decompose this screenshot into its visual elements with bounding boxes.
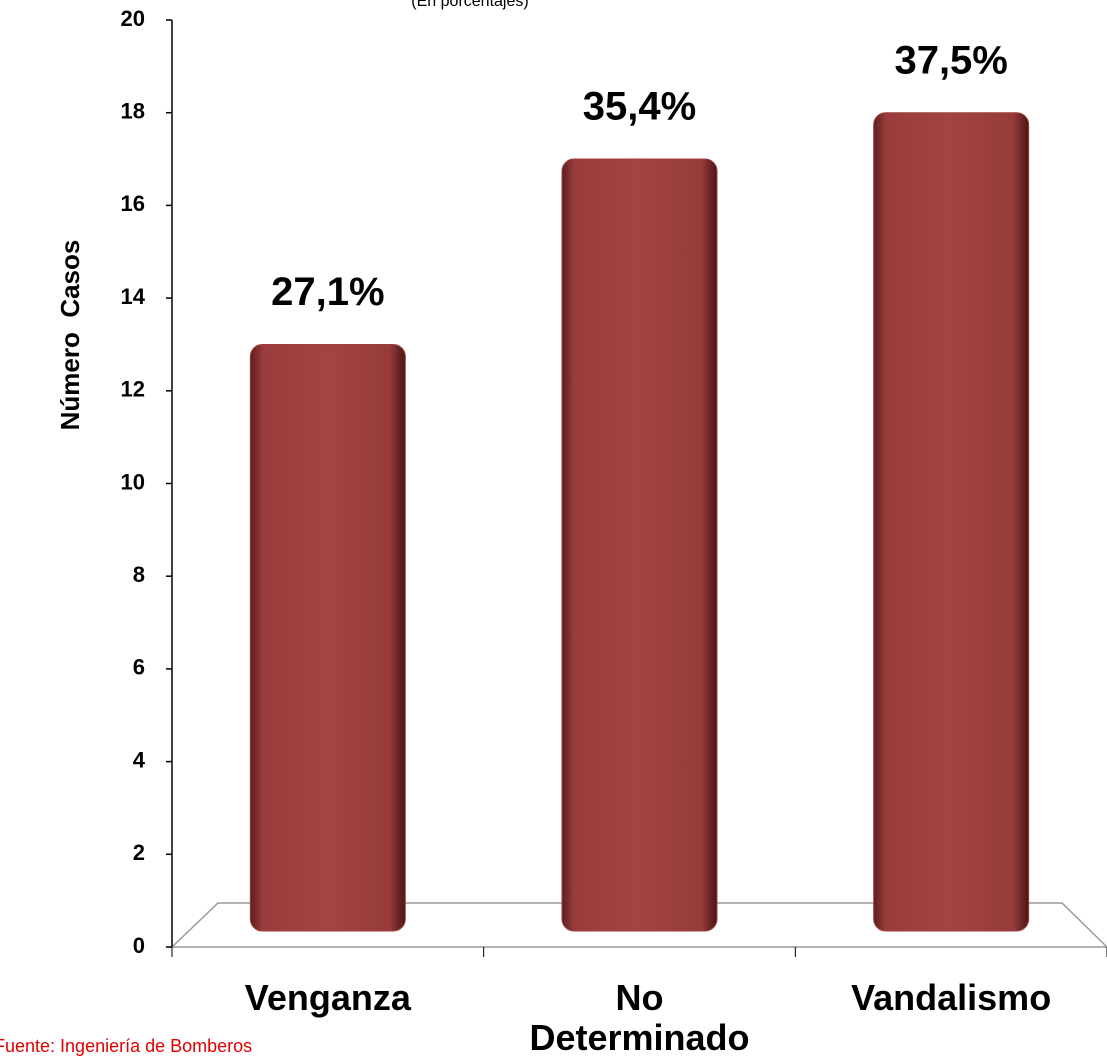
subtitle: (En porcentajes) <box>411 0 528 10</box>
bar <box>873 112 1030 932</box>
x-tick-label: Venganza <box>244 977 411 1018</box>
bar <box>249 343 406 932</box>
y-tick-label: 14 <box>121 284 146 309</box>
x-tick-label: Vandalismo <box>851 977 1052 1018</box>
y-tick-label: 0 <box>133 933 145 958</box>
y-tick-label: 16 <box>121 191 145 216</box>
source-note: Fuente: Ingeniería de Bomberos <box>0 1036 252 1056</box>
bar <box>561 158 718 932</box>
annotation: 35,4% <box>583 85 696 129</box>
y-tick-label: 8 <box>133 562 145 587</box>
annotation: 37,5% <box>894 38 1007 82</box>
y-axis-label: Número Casos <box>55 240 85 431</box>
y-tick-label: 20 <box>121 6 145 31</box>
y-tick-label: 18 <box>121 99 145 124</box>
x-tick-label: No Determinado <box>529 977 750 1058</box>
y-tick-label: 12 <box>121 377 145 402</box>
annotation: 27,1% <box>271 270 384 314</box>
y-tick-label: 6 <box>133 655 145 680</box>
y-tick-label: 2 <box>133 840 145 865</box>
y-tick-label: 10 <box>121 469 145 494</box>
y-tick-label: 4 <box>133 747 146 772</box>
